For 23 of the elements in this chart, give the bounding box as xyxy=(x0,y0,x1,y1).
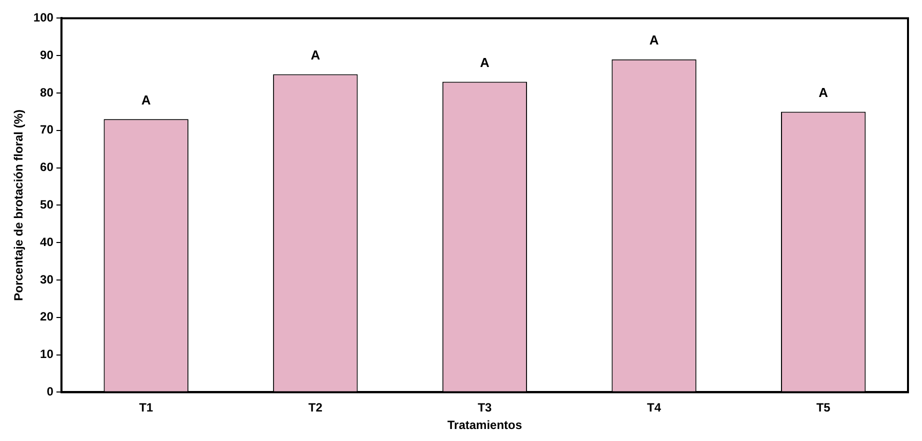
y-tick-label: 80 xyxy=(40,85,54,100)
annotation: A xyxy=(310,47,321,62)
annotation: A xyxy=(480,54,490,70)
y-tick-label: 30 xyxy=(40,272,54,286)
y-tick-label: 90 xyxy=(40,48,54,62)
y-tick-label: 0 xyxy=(46,384,54,399)
x-tick-label: T3 xyxy=(478,400,492,415)
y-tick-label: 70 xyxy=(40,122,54,137)
x-tick-label: T1 xyxy=(139,400,154,415)
y-tick-label: 10 xyxy=(40,347,54,362)
x-tick-label: T2 xyxy=(308,400,323,415)
annotation: A xyxy=(141,92,152,108)
x-tick-label: T4 xyxy=(647,400,662,415)
y-tick-label: 100 xyxy=(33,10,54,25)
y-tick-label: 50 xyxy=(40,198,54,212)
x-axis-title: Tratamientos xyxy=(447,418,522,432)
y-tick-label: 20 xyxy=(40,310,54,324)
y-tick-label: 40 xyxy=(40,234,54,249)
annotation: A xyxy=(649,32,660,48)
x-tick-label: T5 xyxy=(816,400,831,415)
y-tick-label: 60 xyxy=(40,160,54,174)
annotation: A xyxy=(818,84,829,100)
y-axis-title: Porcentaje de brotación floral (%) xyxy=(12,110,26,301)
